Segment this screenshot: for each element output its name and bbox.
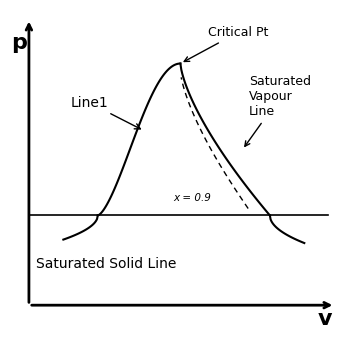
Text: p: p [11,33,26,53]
Text: Line1: Line1 [70,96,141,129]
Text: Saturated
Vapour
Line: Saturated Vapour Line [245,75,311,146]
Text: x = 0.9: x = 0.9 [174,193,211,203]
Text: v: v [318,309,332,329]
Text: Critical Pt: Critical Pt [184,26,268,62]
Text: Saturated Solid Line: Saturated Solid Line [36,257,176,271]
